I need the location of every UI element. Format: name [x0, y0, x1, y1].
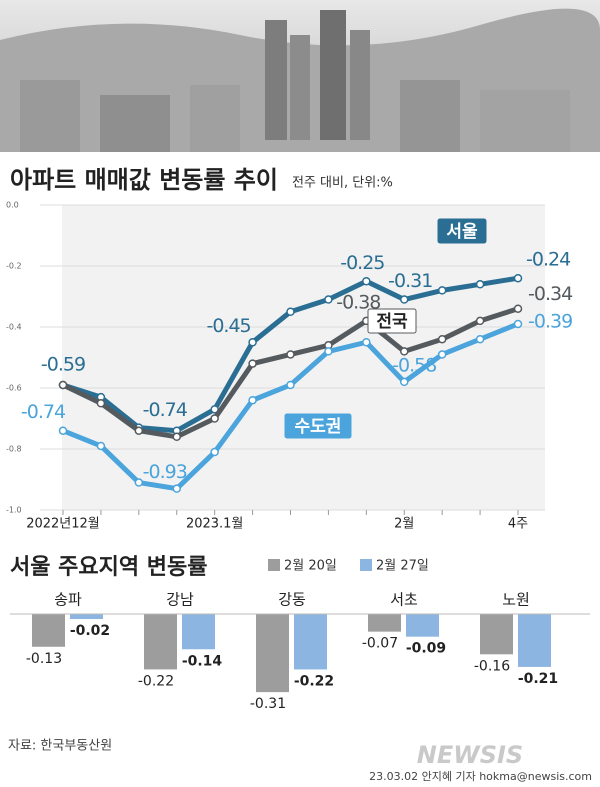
- bar-value-label: -0.07: [362, 636, 398, 652]
- point: [362, 338, 371, 347]
- bar-value-label: -0.09: [406, 641, 446, 657]
- value-label: -0.25: [340, 252, 384, 274]
- bar: [480, 614, 513, 655]
- bar-value-label: -0.22: [138, 673, 174, 689]
- bar: [182, 614, 215, 650]
- bar-title: 서울 주요지역 변동률: [10, 555, 207, 580]
- point: [134, 478, 144, 487]
- bar: [518, 614, 551, 667]
- series-label: 전국: [376, 312, 408, 332]
- value-label: -0.31: [388, 270, 432, 292]
- point: [172, 484, 181, 493]
- series-label-box: [284, 413, 352, 439]
- line-subtitle: 전주 대비, 단위:%: [292, 176, 393, 191]
- point: [172, 432, 181, 442]
- value-label: -0.39: [528, 310, 572, 332]
- x-tick-label: 2022년12월: [26, 517, 100, 532]
- bar: [70, 614, 103, 620]
- point: [286, 380, 295, 390]
- point: [513, 319, 523, 329]
- point: [437, 286, 447, 295]
- series-label-box: [437, 218, 487, 244]
- y-tick-label: -1.0: [6, 506, 22, 515]
- point: [400, 295, 409, 304]
- credit: 23.03.02 안지혜 기자 hokma@newsis.com: [369, 770, 592, 783]
- point: [58, 426, 68, 435]
- value-label: -0.59: [41, 353, 85, 375]
- category-label: 서초: [390, 591, 418, 609]
- x-tick-label: 4주: [508, 517, 528, 532]
- point: [437, 334, 447, 344]
- point: [248, 359, 257, 368]
- bar-value-label: -0.13: [26, 651, 62, 667]
- bar: [144, 614, 177, 670]
- category-label: 강남: [166, 591, 194, 609]
- logo: NEWSIS: [417, 741, 523, 769]
- point: [324, 295, 333, 304]
- point: [400, 377, 409, 387]
- source: 자료: 한국부동산원: [8, 739, 112, 754]
- legend-swatch: [360, 559, 372, 571]
- value-label: -0.24: [526, 249, 571, 271]
- point: [96, 399, 106, 408]
- value-label: -0.93: [143, 461, 187, 483]
- y-tick-label: 0.0: [6, 201, 19, 210]
- x-tick-label: 2023.1월: [186, 517, 243, 532]
- bar-value-label: -0.21: [518, 671, 558, 687]
- point: [248, 395, 257, 405]
- point: [96, 441, 106, 451]
- bar-value-label: -0.02: [70, 623, 110, 639]
- x-tick-label: 2월: [394, 517, 414, 532]
- point: [437, 350, 447, 359]
- value-label: -0.74: [143, 399, 188, 421]
- value-label: -0.38: [336, 291, 380, 313]
- line-title: 아파트 매매값 변동률 추이: [10, 166, 278, 194]
- category-label: 노원: [502, 591, 530, 609]
- point: [134, 426, 144, 435]
- category-label: 강동: [278, 591, 306, 609]
- value-label: -0.45: [206, 315, 250, 337]
- point: [362, 277, 371, 286]
- bar: [294, 614, 327, 670]
- y-tick-label: -0.8: [6, 445, 22, 454]
- value-label: -0.34: [528, 283, 573, 305]
- header-photo: [0, 0, 600, 152]
- point: [400, 347, 409, 356]
- y-tick-label: -0.4: [6, 323, 22, 332]
- point: [475, 334, 485, 344]
- series-label-box: [367, 308, 417, 334]
- legend-swatch: [268, 559, 280, 571]
- bar: [32, 614, 65, 647]
- point: [286, 350, 295, 359]
- bar-value-label: -0.16: [474, 658, 510, 674]
- point: [475, 316, 485, 326]
- point: [58, 380, 68, 390]
- point: [475, 280, 485, 289]
- y-tick-label: -0.2: [6, 262, 22, 271]
- legend-label: 2월 20일: [284, 559, 337, 574]
- series-label: 수도권: [295, 417, 342, 437]
- y-tick-label: -0.6: [6, 384, 22, 393]
- bar-value-label: -0.14: [182, 653, 223, 669]
- bar: [406, 614, 439, 637]
- point: [513, 304, 523, 313]
- category-label: 송파: [54, 591, 82, 609]
- point: [248, 338, 257, 347]
- point: [324, 347, 333, 356]
- point: [286, 307, 295, 316]
- plot-area: [62, 205, 545, 510]
- legend-label: 2월 27일: [376, 559, 429, 574]
- bar-value-label: -0.31: [250, 696, 286, 712]
- bar-value-label: -0.22: [294, 673, 334, 689]
- value-label: -0.58: [392, 354, 436, 376]
- bar: [368, 614, 401, 632]
- point: [210, 447, 219, 457]
- point: [210, 414, 219, 423]
- series-label: 서울: [446, 222, 478, 242]
- value-label: -0.74: [21, 401, 66, 423]
- bar: [256, 614, 289, 693]
- point: [513, 273, 523, 283]
